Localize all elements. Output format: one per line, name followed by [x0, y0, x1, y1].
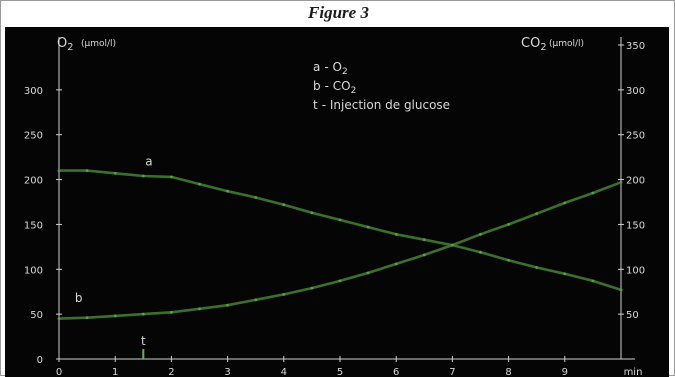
left-y-tick-label: 50	[30, 310, 43, 321]
legend-entry: a - O2	[313, 60, 348, 77]
x-tick-label: 4	[281, 367, 287, 377]
series-a-point	[394, 232, 398, 236]
left-axis-title: O2	[57, 36, 73, 53]
left-y-tick-label: 200	[24, 176, 43, 187]
series-a-point	[282, 203, 286, 207]
series-b-point	[451, 243, 454, 247]
legend-key: t	[313, 98, 318, 112]
legend-item: t - Injection de glucose	[313, 98, 450, 112]
series-a-point	[113, 171, 117, 175]
legend-entry: t - Injection de glucose	[313, 98, 450, 112]
right-y-tick-label: 50	[626, 310, 639, 321]
series-a-point	[563, 272, 567, 276]
series-a-point	[507, 258, 510, 262]
series-a-point	[254, 196, 258, 199]
series-b-point	[170, 310, 173, 314]
series-a-point	[141, 174, 145, 178]
legend-subscript: 2	[342, 67, 348, 77]
series-b-point	[141, 312, 145, 316]
series-a-point	[338, 218, 342, 222]
legend-key: a	[313, 60, 320, 74]
series-a-point	[619, 288, 623, 292]
series-b-point	[366, 271, 370, 275]
series-a-point	[310, 211, 314, 215]
legend-text: - O	[324, 60, 342, 74]
x-tick-label: 9	[562, 367, 568, 377]
right-axis-unit: (µmol/l)	[549, 39, 584, 49]
series-b-point	[254, 298, 258, 302]
plot-panel: 0 50 100 150 200 250 300 50 100 150 200 250 300 350 0 1…	[5, 27, 669, 377]
right-y-tick-label: 150	[626, 220, 645, 231]
series-a-line	[57, 169, 623, 292]
annotation-b: b	[75, 291, 83, 305]
left-y-tick-label: 0	[37, 355, 43, 366]
series-b-point	[563, 201, 567, 205]
x-tick-label: 1	[112, 367, 118, 377]
left-axis-title-main: O	[57, 36, 67, 51]
legend-text: - Injection de glucose	[322, 98, 450, 112]
series-b-point	[591, 191, 595, 195]
x-tick-label: 2	[168, 367, 174, 377]
x-tick-label: 7	[449, 367, 455, 377]
left-y-tick-label: 250	[24, 131, 43, 142]
legend-entry: b - CO2	[313, 79, 356, 96]
series-a-point	[591, 279, 595, 283]
x-tick-label: 6	[393, 367, 399, 377]
series-b-point	[57, 317, 61, 320]
line-chart: 0 50 100 150 200 250 300 50 100 150 200 250 300 350 0 1…	[24, 36, 645, 377]
x-unit-label: min	[624, 367, 643, 377]
series-b-point	[619, 180, 623, 184]
series-b-point	[85, 316, 89, 320]
series-a-point	[57, 169, 61, 173]
series-b-point	[310, 286, 314, 290]
series-a-point	[535, 266, 539, 269]
x-tick-label: 8	[505, 367, 511, 377]
legend-subscript: 2	[351, 86, 357, 96]
series-b-point	[113, 314, 117, 318]
series-a-point	[170, 175, 173, 179]
series-b-point	[226, 303, 230, 307]
series-b-point	[535, 212, 539, 216]
series-a-point	[479, 250, 482, 254]
annotation-a: a	[145, 155, 152, 169]
legend-key: b	[313, 79, 321, 93]
left-y-tick-label: 300	[24, 86, 43, 97]
right-y-tick-label: 100	[626, 265, 645, 276]
series-b-point	[198, 307, 201, 311]
right-axis-title-main: CO	[521, 36, 540, 51]
right-y-tick-label: 200	[626, 176, 645, 187]
legend-item: b - CO2	[313, 79, 356, 96]
x-tick-label: 0	[56, 367, 62, 377]
series-b-point	[338, 279, 342, 283]
series-a-point	[422, 238, 426, 242]
series-a-point	[366, 225, 370, 229]
series-b-point	[422, 253, 426, 257]
right-y-tick-label: 250	[626, 131, 645, 142]
right-y-tick-label: 350	[626, 41, 645, 52]
legend-text: - CO	[325, 79, 351, 93]
series-a-point	[85, 169, 89, 173]
annotation-t: t	[141, 334, 146, 348]
right-axis-title-subscript: 2	[540, 42, 546, 53]
x-tick-label: 5	[337, 367, 343, 377]
series-a-point	[198, 182, 201, 186]
series-b-line	[57, 181, 623, 320]
left-y-tick-label: 100	[24, 265, 43, 276]
series-b-point	[479, 232, 482, 236]
x-tick-label: 3	[224, 367, 230, 377]
left-axis-title-subscript: 2	[67, 42, 73, 53]
series-b-point	[282, 293, 286, 296]
left-y-tick-label: 150	[24, 220, 43, 231]
left-axis-unit: (µmol/l)	[81, 39, 116, 49]
series-a-point	[226, 189, 230, 193]
right-y-tick-label: 300	[626, 86, 645, 97]
legend-item: a - O2	[313, 60, 348, 77]
figure-title: Figure 3	[308, 3, 369, 22]
series-b-point	[507, 223, 510, 226]
right-axis-title: CO2	[521, 36, 547, 53]
series-b-point	[394, 262, 398, 266]
